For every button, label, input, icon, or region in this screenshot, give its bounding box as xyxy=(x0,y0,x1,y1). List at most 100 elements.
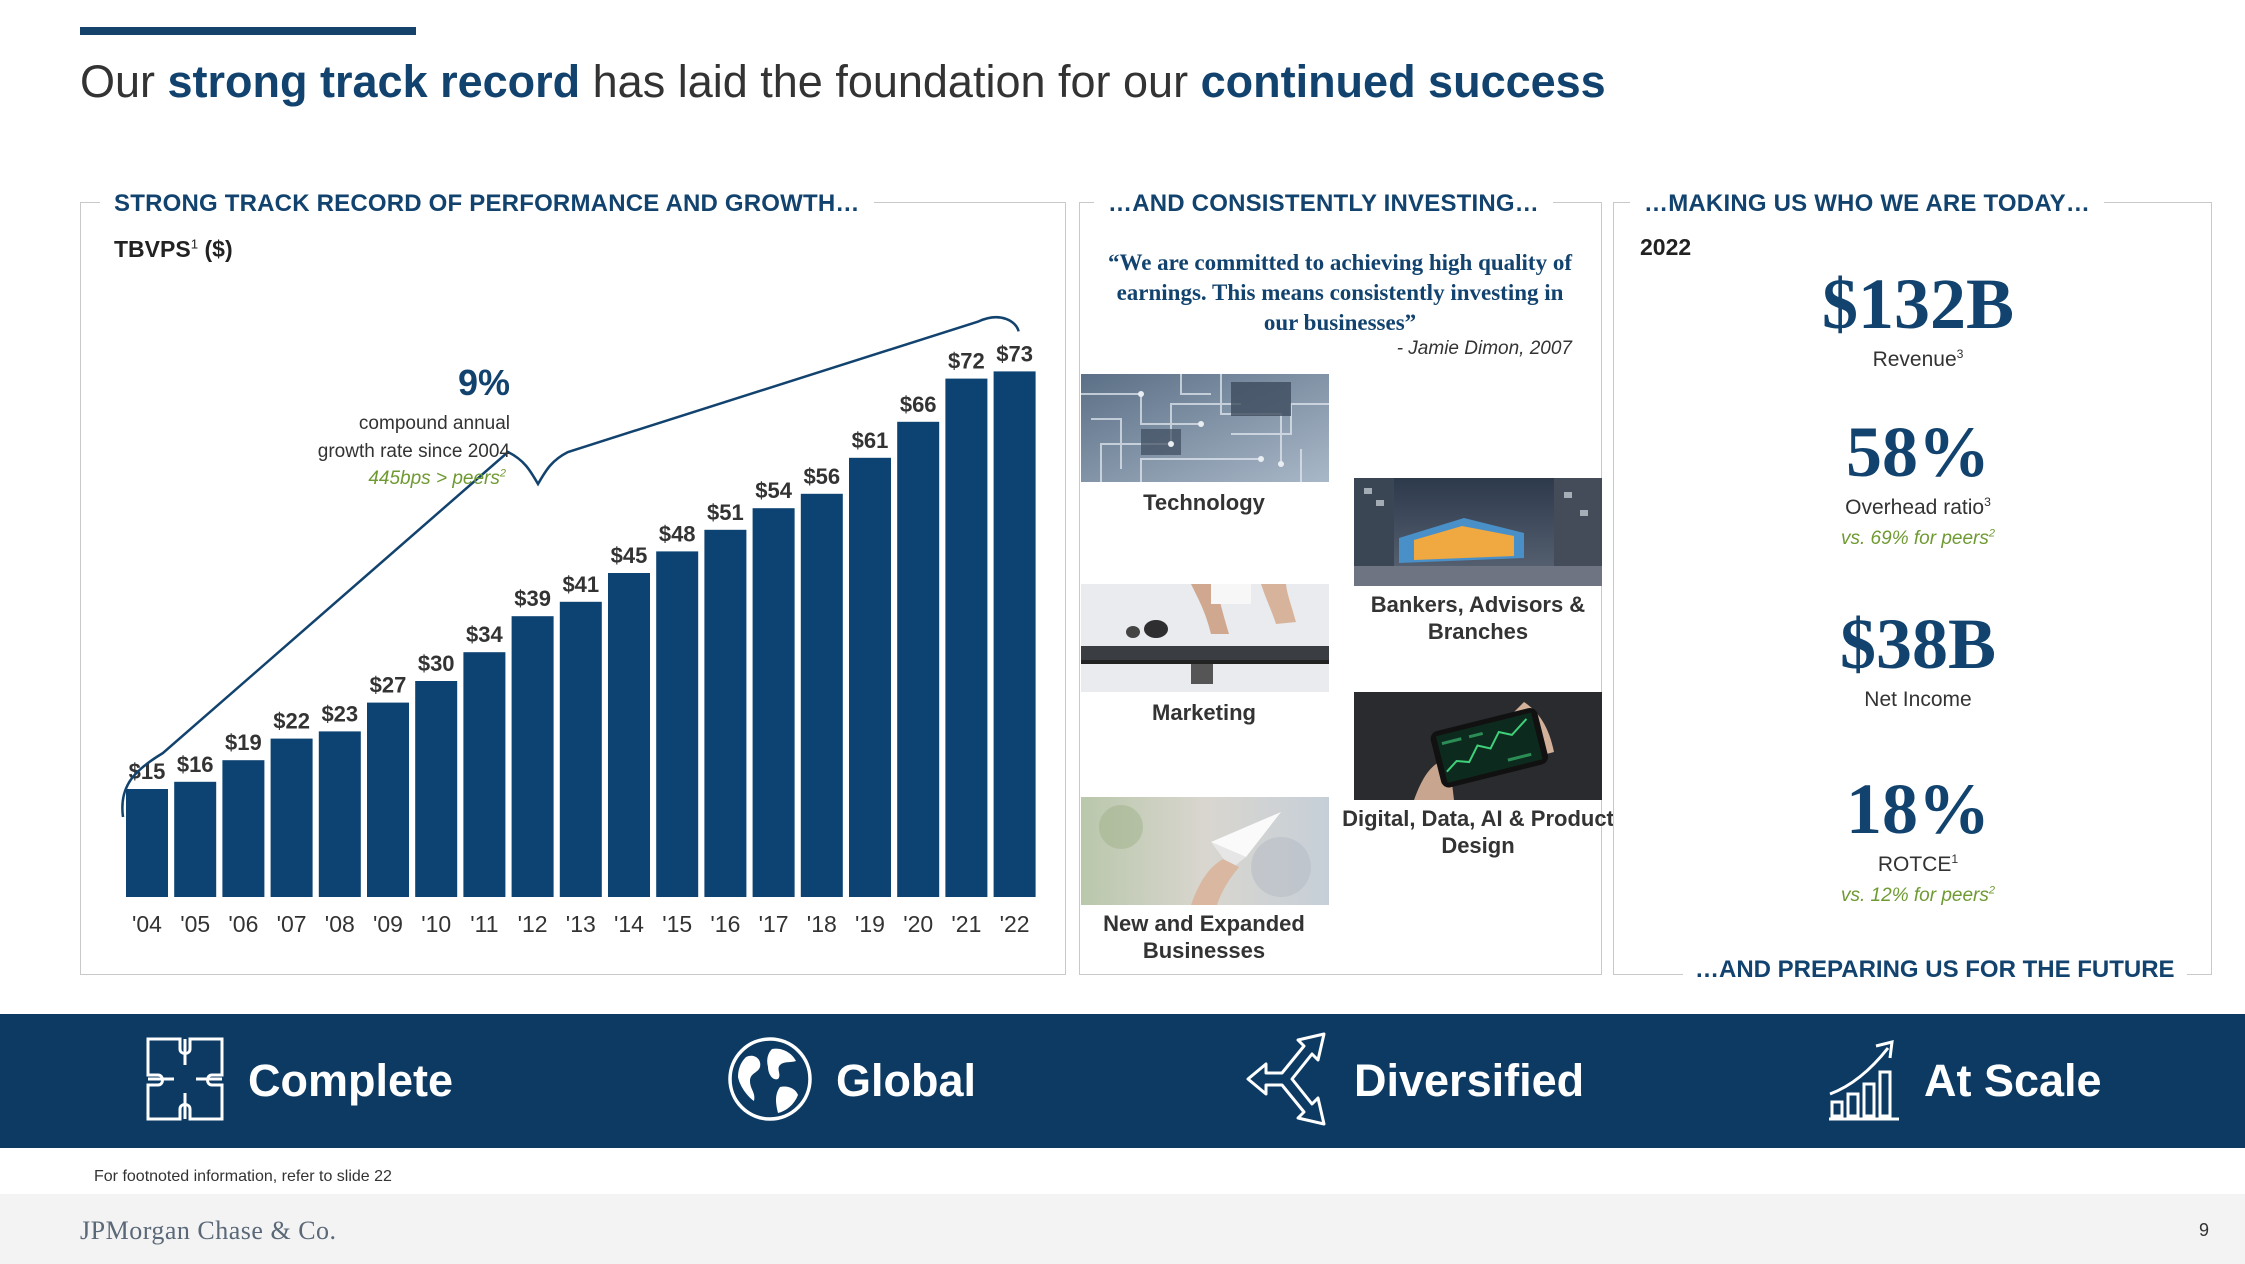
bar-value-label: $34 xyxy=(466,622,503,647)
bar-value-label: $19 xyxy=(225,730,262,755)
future-heading: …AND PREPARING US FOR THE FUTURE xyxy=(1683,956,2187,984)
bar-0 xyxy=(126,789,168,897)
x-tick-label: '14 xyxy=(614,911,644,937)
bar-value-label: $61 xyxy=(852,428,889,453)
stat-revenue: $132B Revenue3 xyxy=(1618,264,2218,372)
dimon-quote: “We are committed to achieving high qual… xyxy=(1107,250,1573,335)
stat-peer-comparison: vs. 12% for peers2 xyxy=(1841,884,1995,906)
globe-icon xyxy=(726,1035,814,1128)
title-highlight: continued success xyxy=(1200,56,1606,107)
bar-6 xyxy=(415,681,458,897)
cagr-peers-note: 445bps > peers2 xyxy=(368,467,506,489)
stat-value: $132B xyxy=(1821,264,2015,344)
bar-value-label: $73 xyxy=(996,341,1033,366)
x-tick-label: '21 xyxy=(951,911,981,937)
stat-label: Revenue3 xyxy=(1872,347,1964,371)
growth-brace-line xyxy=(121,316,1020,818)
footnote: For footnoted information, refer to slid… xyxy=(94,1168,392,1185)
tbvps-bar-chart: $15'04$16'05$19'06$22'07$23'08$27'09$30'… xyxy=(121,316,1036,937)
today-heading: …MAKING US WHO WE ARE TODAY… xyxy=(1630,190,2105,218)
puzzle-icon xyxy=(144,1035,226,1128)
pillar-label: Complete xyxy=(248,1055,454,1106)
stat-label: Net Income xyxy=(1864,688,1972,711)
stat-value: $38B xyxy=(1839,604,1997,684)
performance-heading: STRONG TRACK RECORD OF PERFORMANCE AND G… xyxy=(100,190,874,218)
x-tick-label: '15 xyxy=(662,911,692,937)
quote-author: - Jamie Dimon, 2007 xyxy=(1396,338,1572,359)
x-tick-label: '19 xyxy=(855,911,885,937)
x-tick-label: '11 xyxy=(470,911,498,937)
stat-net-income: $38B Net Income xyxy=(1618,604,2218,712)
x-tick-label: '10 xyxy=(421,911,451,937)
investment-label-digital: Digital, Data, AI & Product Design xyxy=(1342,806,1614,858)
bar-value-label: $66 xyxy=(900,392,937,417)
investment-label-marketing: Marketing xyxy=(1152,700,1256,725)
x-tick-label: '16 xyxy=(710,911,740,937)
x-tick-label: '09 xyxy=(373,911,403,937)
bar-value-label: $41 xyxy=(562,572,599,597)
bar-value-label: $16 xyxy=(177,752,214,777)
smartphone-trading-photo xyxy=(1354,692,1602,800)
bar-12 xyxy=(704,529,747,897)
keyboard-hands-photo xyxy=(1081,584,1329,692)
investment-label-new-businesses: New and Expanded Businesses xyxy=(1103,911,1305,963)
bar-value-label: $48 xyxy=(659,521,696,546)
bar-14 xyxy=(800,493,843,897)
investing-heading: …AND CONSISTENTLY INVESTING… xyxy=(1094,190,1553,218)
bar-value-label: $56 xyxy=(803,464,840,489)
title-accent-bar xyxy=(80,27,416,35)
x-tick-label: '17 xyxy=(759,911,789,937)
title-text: has laid the foundation for our xyxy=(580,56,1201,107)
bar-15 xyxy=(849,457,891,897)
bar-7 xyxy=(463,652,506,897)
pillar-label: Global xyxy=(836,1055,977,1106)
x-tick-label: '06 xyxy=(228,911,258,937)
page-title: Our strong track record has laid the fou… xyxy=(80,56,1606,108)
bar-value-label: $51 xyxy=(707,500,744,525)
pillar-global: Global xyxy=(726,1014,976,1148)
investment-label-bankers: Bankers, Advisors & Branches xyxy=(1370,592,1586,644)
pillar-label: At Scale xyxy=(1924,1055,2102,1106)
jpmorgan-logo: JPMorgan Chase & Co. xyxy=(80,1216,337,1245)
paper-plane-photo xyxy=(1081,797,1329,905)
bar-16 xyxy=(897,421,940,897)
pillar-at-scale: At Scale xyxy=(1826,1014,2102,1148)
title-text: Our xyxy=(80,56,168,107)
bar-13 xyxy=(752,508,795,897)
bar-9 xyxy=(559,601,602,897)
bar-2 xyxy=(222,760,265,897)
x-tick-label: '07 xyxy=(277,911,307,937)
chart-subtitle: TBVPS1 ($) xyxy=(114,236,233,262)
x-tick-label: '05 xyxy=(180,911,210,937)
stats-year: 2022 xyxy=(1640,234,1692,260)
bar-17 xyxy=(945,378,988,898)
investment-label-technology: Technology xyxy=(1143,490,1265,515)
bar-11 xyxy=(656,551,699,897)
bar-18 xyxy=(993,371,1036,897)
x-tick-label: '04 xyxy=(132,911,162,937)
bar-value-label: $27 xyxy=(370,673,407,698)
bar-value-label: $72 xyxy=(948,349,985,374)
stat-label: ROTCE1 xyxy=(1877,852,1959,876)
bar-10 xyxy=(608,573,650,897)
diverging-arrows-icon xyxy=(1244,1026,1332,1137)
x-tick-label: '08 xyxy=(325,911,355,937)
page-number: 9 xyxy=(2198,1220,2209,1240)
bar-value-label: $54 xyxy=(755,478,792,503)
bar-value-label: $39 xyxy=(514,586,551,611)
bar-8 xyxy=(511,616,554,897)
cagr-description: compound annual growth rate since 2004 xyxy=(317,413,510,462)
bar-value-label: $22 xyxy=(273,709,310,734)
x-tick-label: '20 xyxy=(903,911,933,937)
x-tick-label: '12 xyxy=(518,911,548,937)
x-tick-label: '13 xyxy=(566,911,596,937)
pillar-diversified: Diversified xyxy=(1244,1014,1584,1148)
cagr-value: 9% xyxy=(457,362,510,403)
stat-label: Overhead ratio3 xyxy=(1845,495,1991,519)
x-tick-label: '18 xyxy=(807,911,837,937)
stat-peer-comparison: vs. 69% for peers2 xyxy=(1841,527,1995,549)
pillars-band: Complete Global Diversified xyxy=(0,1014,2245,1148)
stat-rotce: 18% ROTCE1 vs. 12% for peers2 xyxy=(1618,769,2218,907)
circuit-board-photo xyxy=(1081,374,1329,482)
pillar-complete: Complete xyxy=(144,1014,453,1148)
